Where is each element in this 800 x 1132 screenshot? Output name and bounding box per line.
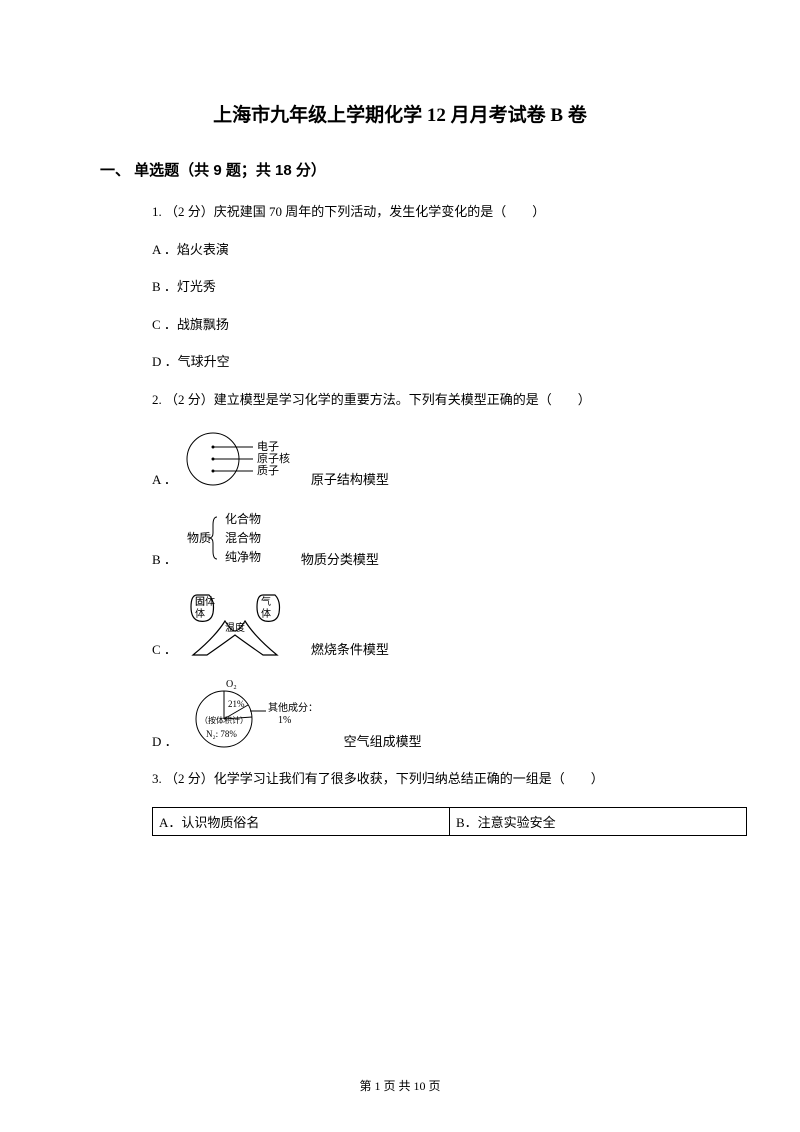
q2-c-prefix: C ． bbox=[152, 640, 177, 660]
page-footer: 第 1 页 共 10 页 bbox=[0, 1077, 800, 1094]
q1-d-text: D ．气球升空 bbox=[152, 352, 230, 372]
svg-text:体: 体 bbox=[261, 608, 271, 620]
pie-o2: O₂ bbox=[226, 679, 237, 690]
q1-stem: 1. （2 分）庆祝建国 70 周年的下列活动，发生化学变化的是（ ） bbox=[152, 202, 700, 222]
q3-table: A．认识物质俗名 B．注意实验安全 bbox=[152, 807, 747, 836]
q1-option-c: C ．战旗飘扬 bbox=[152, 315, 700, 335]
q2-option-c: C ． 固体 固 体 气 体 温度 燃烧条件模型 bbox=[152, 587, 700, 659]
q2-a-prefix: A ． bbox=[152, 470, 177, 490]
atom-label-2: 原子核 bbox=[257, 451, 290, 465]
q2-c-label: 燃烧条件模型 bbox=[311, 640, 389, 660]
pie-1pct: 1% bbox=[278, 715, 291, 726]
exam-title: 上海市九年级上学期化学 12 月月考试卷 B 卷 bbox=[100, 100, 700, 127]
q1-b-text: B ．灯光秀 bbox=[152, 277, 216, 297]
q2-d-label: 空气组成模型 bbox=[344, 732, 422, 752]
class-l3: 纯净物 bbox=[225, 550, 261, 564]
q1-c-text: C ．战旗飘扬 bbox=[152, 315, 229, 335]
svg-text:体: 体 bbox=[195, 608, 205, 620]
q3-cell-b: B．注意实验安全 bbox=[450, 807, 747, 835]
q2-b-prefix: B ． bbox=[152, 550, 177, 570]
pie-other: 其他成分： bbox=[268, 701, 318, 714]
q1-option-b: B ．灯光秀 bbox=[152, 277, 700, 297]
section-heading: 一、 单选题（共 9 题；共 18 分） bbox=[100, 159, 700, 180]
q3-cell-a: A．认识物质俗名 bbox=[153, 807, 450, 835]
svg-text:固: 固 bbox=[195, 596, 205, 608]
air-pie-diagram: O₂ 21% 其他成分： 1% （按体积计） N₂: 78% bbox=[186, 677, 336, 751]
atom-label-1: 电子 bbox=[257, 440, 279, 453]
table-row: A．认识物质俗名 B．注意实验安全 bbox=[153, 807, 747, 835]
class-root: 物质 bbox=[187, 531, 211, 545]
q2-option-a: A ． 电子 原子核 质子 原子结构模型 bbox=[152, 427, 700, 489]
q2-d-prefix: D ． bbox=[152, 732, 178, 752]
q2-option-d: D ． O₂ 21% 其他成分： 1% （按体积计） N₂: 78% 空气组成模… bbox=[152, 677, 700, 751]
class-l2: 混合物 bbox=[225, 530, 261, 545]
pie-n2: N₂: 78% bbox=[206, 729, 237, 739]
page-content: 上海市九年级上学期化学 12 月月考试卷 B 卷 一、 单选题（共 9 题；共 … bbox=[0, 0, 800, 876]
q1-a-text: A ．焰火表演 bbox=[152, 240, 229, 260]
atom-diagram: 电子 原子核 质子 bbox=[185, 427, 303, 489]
q2-option-b: B ． 物质 化合物 混合物 纯净物 物质分类模型 bbox=[152, 507, 700, 569]
pie-vol: （按体积计） bbox=[200, 715, 248, 725]
q2-stem: 2. （2 分）建立模型是学习化学的重要方法。下列有关模型正确的是（ ） bbox=[152, 390, 700, 410]
q1-option-d: D ．气球升空 bbox=[152, 352, 700, 372]
pie-21: 21% bbox=[228, 699, 245, 709]
q1-option-a: A ．焰火表演 bbox=[152, 240, 700, 260]
svg-text:气: 气 bbox=[261, 595, 271, 608]
comb-t3: 温度 bbox=[225, 621, 245, 634]
atom-label-3: 质子 bbox=[257, 464, 279, 477]
class-l1: 化合物 bbox=[225, 511, 261, 526]
q2-a-label: 原子结构模型 bbox=[311, 470, 389, 490]
q3-stem: 3. （2 分）化学学习让我们有了很多收获，下列归纳总结正确的一组是（ ） bbox=[152, 769, 700, 789]
q2-b-label: 物质分类模型 bbox=[301, 550, 379, 570]
classification-diagram: 物质 化合物 混合物 纯净物 bbox=[185, 507, 293, 569]
combustion-diagram: 固体 固 体 气 体 温度 bbox=[185, 587, 303, 659]
